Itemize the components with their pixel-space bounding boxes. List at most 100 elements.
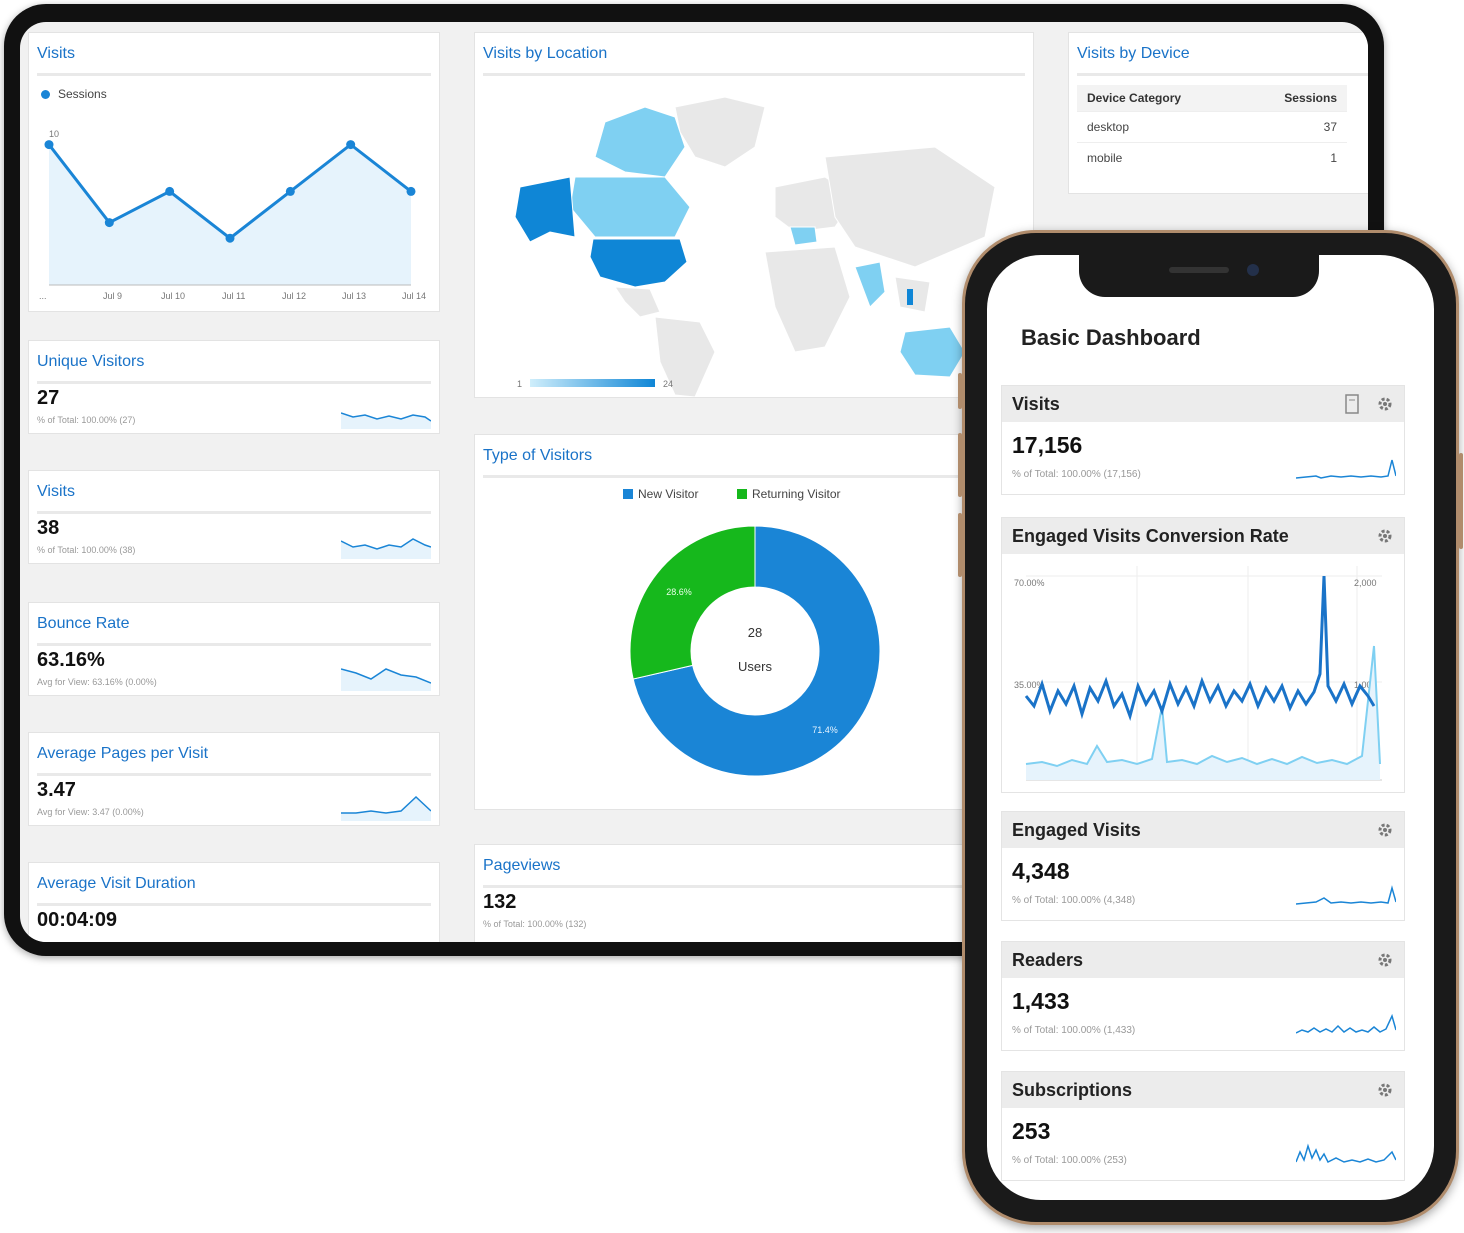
x-tick-label: Jul 10 xyxy=(161,291,185,301)
gear-icon[interactable] xyxy=(1376,395,1394,413)
map-region xyxy=(764,246,851,353)
phone-device: Basic Dashboard Visits 17,156 % of Total… xyxy=(958,230,1463,1225)
gear-icon[interactable] xyxy=(1376,1081,1394,1099)
bounce-rate-value: 63.16% xyxy=(37,649,105,671)
m-visits-card: Visits 17,156 % of Total: 100.00% (17,15… xyxy=(1001,385,1405,495)
m-engaged-title: Engaged Visits xyxy=(1012,820,1141,840)
m-subscriptions-title: Subscriptions xyxy=(1012,1080,1133,1100)
legend-returning-visitor: Returning Visitor xyxy=(737,487,841,501)
visits-subtext: % of Total: 100.00% (38) xyxy=(37,545,136,555)
volume-button xyxy=(958,373,962,409)
map-region xyxy=(654,316,716,397)
divider xyxy=(37,381,431,384)
bounce-rate-card: Bounce Rate 63.16% Avg for View: 63.16% … xyxy=(28,602,440,696)
x-tick-label: Jul 12 xyxy=(282,291,306,301)
location-map-card: Visits by Location xyxy=(474,32,1034,398)
divider xyxy=(37,73,431,76)
donut-slice-returning-visitor xyxy=(629,525,756,680)
sparkline xyxy=(341,795,431,821)
volume-button xyxy=(958,513,962,577)
x-axis: ... Jul 9 Jul 10 Jul 11 Jul 12 Jul 13 Ju… xyxy=(39,291,426,301)
pageviews-value: 132 xyxy=(483,891,517,913)
legend-swatch-green xyxy=(737,489,747,499)
bounce-rate-title: Bounce Rate xyxy=(37,615,130,632)
avg-pages-card: Average Pages per Visit 3.47 Avg for Vie… xyxy=(28,732,440,826)
divider xyxy=(37,773,431,776)
device-table: Device Category Sessions desktop 37 mobi… xyxy=(1077,85,1347,173)
gear-icon[interactable] xyxy=(1376,527,1394,545)
x-tick-label: Jul 13 xyxy=(342,291,366,301)
dark-series-line xyxy=(1024,575,1376,721)
y-tick-label: 1,000 xyxy=(1354,680,1377,690)
sparkline xyxy=(341,668,431,691)
map-region-india xyxy=(854,261,886,308)
x-tick-label: Jul 14 xyxy=(402,291,426,301)
sparkline xyxy=(1296,459,1396,479)
column-header[interactable]: Device Category xyxy=(1077,85,1242,112)
unique-visitors-title: Unique Visitors xyxy=(37,353,145,370)
divider xyxy=(37,511,431,514)
donut-center-label: Users xyxy=(738,659,772,674)
table-cell: 37 xyxy=(1241,111,1347,143)
speaker-icon xyxy=(1169,267,1229,273)
visits-line-chart: 10 5 ... Jul 9 Jul 10 Jul 11 Jul 12 Jul … xyxy=(39,129,426,301)
gear-icon[interactable] xyxy=(1376,821,1394,839)
legend-label: Returning Visitor xyxy=(752,487,841,501)
m-engaged-subtext: % of Total: 100.00% (4,348) xyxy=(1012,895,1136,906)
table-header-row: Device Category Sessions xyxy=(1077,85,1347,112)
card-header: Engaged Visits Conversion Rate xyxy=(1002,518,1404,554)
x-tick-label: Jul 9 xyxy=(103,291,122,301)
sparkline xyxy=(1296,1013,1396,1034)
table-row: mobile 1 xyxy=(1077,142,1347,173)
sparkline xyxy=(341,538,431,559)
m-engaged-value: 4,348 xyxy=(1012,858,1070,884)
divider xyxy=(483,885,1025,888)
location-map-title: Visits by Location xyxy=(483,45,608,62)
visitor-type-title: Type of Visitors xyxy=(483,447,593,464)
map-region xyxy=(907,289,913,305)
m-readers-subtext: % of Total: 100.00% (1,433) xyxy=(1012,1025,1136,1036)
divider xyxy=(1077,73,1368,76)
pageviews-title: Pageviews xyxy=(483,857,561,874)
device-card: Visits by Device Device Category Session… xyxy=(1068,32,1368,194)
unique-visitors-subtext: % of Total: 100.00% (27) xyxy=(37,415,136,425)
notebook-icon[interactable] xyxy=(1344,394,1360,414)
legend-swatch-blue xyxy=(623,489,633,499)
card-header: Visits xyxy=(1002,386,1404,422)
data-point xyxy=(346,140,356,150)
avg-duration-value: 00:04:09 xyxy=(37,909,118,931)
pageviews-card: Pageviews 132 % of Total: 100.00% (132) xyxy=(474,844,1034,942)
gear-icon[interactable] xyxy=(1376,951,1394,969)
slice-label-new: 71.4% xyxy=(812,725,838,735)
m-visits-value: 17,156 xyxy=(1012,432,1083,458)
device-title: Visits by Device xyxy=(1077,45,1190,62)
y-tick-label: 70.00% xyxy=(1014,578,1045,588)
legend-new-visitor: New Visitor xyxy=(623,487,698,501)
map-region xyxy=(614,286,661,318)
map-region-canada xyxy=(594,106,686,178)
map-region-usa xyxy=(589,238,688,288)
bounce-rate-subtext: Avg for View: 63.16% (0.00%) xyxy=(37,677,157,687)
column-header[interactable]: Sessions xyxy=(1241,85,1347,112)
avg-pages-subtext: Avg for View: 3.47 (0.00%) xyxy=(37,807,144,817)
map-region xyxy=(789,226,818,246)
light-series-area xyxy=(1026,646,1380,780)
card-header: Subscriptions xyxy=(1002,1072,1404,1108)
m-subscriptions-card: Subscriptions 253 % of Total: 100.00% (2… xyxy=(1001,1071,1405,1181)
world-map: 1 24 xyxy=(514,96,996,397)
m-subscriptions-subtext: % of Total: 100.00% (253) xyxy=(1012,1155,1127,1166)
x-tick-label: Jul 11 xyxy=(222,291,245,301)
chart-legend: Sessions xyxy=(41,87,107,101)
x-tick-label: ... xyxy=(39,291,47,301)
sparkline xyxy=(341,412,431,429)
map-region-alaska xyxy=(514,176,576,243)
camera-icon xyxy=(1247,264,1259,276)
pageviews-subtext: % of Total: 100.00% (132) xyxy=(483,919,587,929)
table-cell: 1 xyxy=(1241,142,1347,173)
m-readers-value: 1,433 xyxy=(1012,988,1070,1014)
data-point xyxy=(44,140,54,150)
y-tick-label: 35.00% xyxy=(1014,680,1045,690)
phone-screen: Basic Dashboard Visits 17,156 % of Total… xyxy=(987,255,1434,1200)
data-point xyxy=(406,186,416,196)
legend-dot-icon xyxy=(41,89,50,99)
